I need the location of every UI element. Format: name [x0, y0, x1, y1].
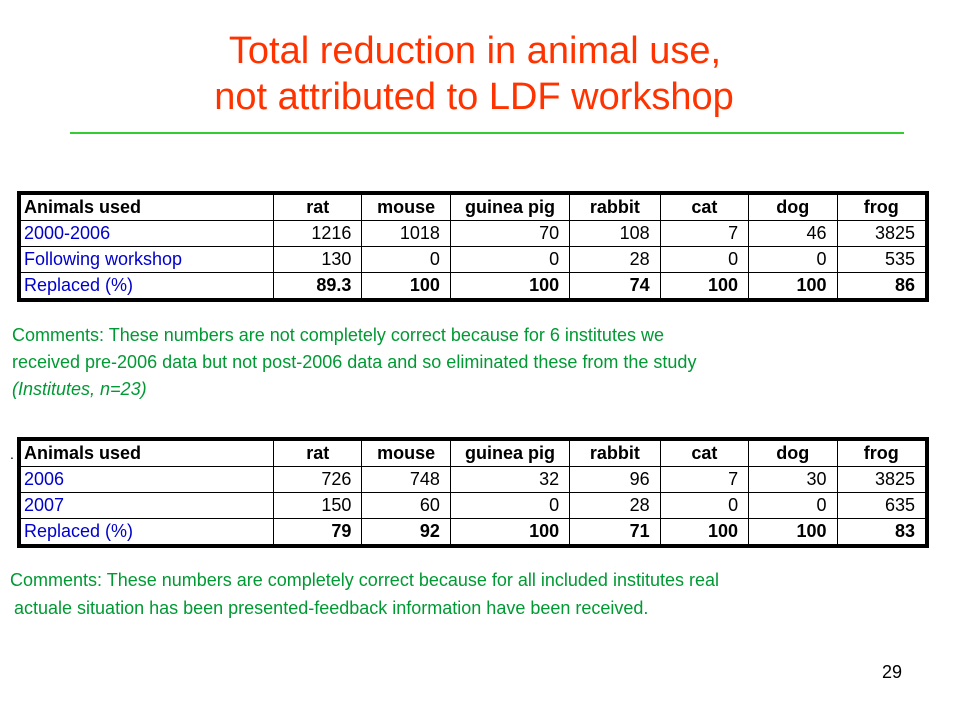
table-cell: 130 [272, 246, 363, 273]
header-cell: dog [748, 194, 838, 221]
table-cell: 86 [836, 272, 927, 299]
row-label: Replaced (%) [20, 272, 274, 299]
row-label: 2006 [20, 466, 274, 493]
table-row-replaced: Replaced (%) 79 92 100 71 100 100 83 [20, 518, 927, 545]
header-cell: guinea pig [449, 440, 571, 467]
table-cell: 635 [836, 492, 927, 519]
table-row: 2007 150 60 0 28 0 0 635 [20, 492, 927, 519]
table-cell: 7 [659, 220, 750, 247]
header-cell: Animals used [20, 440, 274, 467]
table-row: Following workshop 130 0 0 28 0 0 535 [20, 246, 927, 273]
row-label: Following workshop [20, 246, 274, 273]
slide-title-line-1: Total reduction in animal use, [228, 30, 722, 72]
table-header-row: Animals used rat mouse guinea pig rabbit… [20, 194, 927, 221]
header-cell: rat [272, 194, 363, 221]
table-cell: 28 [569, 492, 661, 519]
table-cell: 100 [449, 272, 571, 299]
comment-line: (Institutes, n=23) [12, 379, 147, 399]
slide-title-line-2: not attributed to LDF workshop [214, 76, 734, 118]
header-cell: cat [659, 440, 750, 467]
table-cell: 100 [748, 272, 838, 299]
page-number: 29 [881, 662, 902, 682]
header-cell: rabbit [569, 194, 661, 221]
table-cell: 96 [569, 466, 661, 493]
table-cell: 0 [659, 492, 750, 519]
table-cell: 1018 [361, 220, 451, 247]
table-cell: 108 [569, 220, 661, 247]
header-cell: mouse [361, 194, 451, 221]
comment-line: received pre-2006 data but not post-2006… [12, 352, 697, 372]
table-cell: 79 [272, 518, 363, 545]
table-cell: 0 [748, 492, 838, 519]
animal-use-table-2000-2006: Animals used rat mouse guinea pig rabbit… [17, 191, 929, 302]
table-header-row: Animals used rat mouse guinea pig rabbit… [20, 440, 927, 467]
table-cell: 7 [659, 466, 750, 493]
table-cell: 100 [659, 272, 750, 299]
table-cell: 71 [569, 518, 661, 545]
header-cell: Animals used [20, 194, 274, 221]
comment-incomplete-data: Comments: These numbers are not complete… [12, 322, 942, 403]
header-cell: frog [836, 194, 927, 221]
header-cell: guinea pig [449, 194, 571, 221]
table-cell: 100 [659, 518, 750, 545]
table-cell: 3825 [836, 466, 927, 493]
table-cell: 100 [449, 518, 571, 545]
row-label: Replaced (%) [20, 518, 274, 545]
comment-line: Comments: These numbers are completely c… [10, 570, 719, 590]
table-cell: 535 [836, 246, 927, 273]
table-cell: 89.3 [272, 272, 363, 299]
header-cell: rabbit [569, 440, 661, 467]
slide-title: Total reduction in animal use, not attri… [0, 28, 960, 120]
table-cell: 3825 [836, 220, 927, 247]
table-cell: 83 [836, 518, 927, 545]
table-cell: 46 [748, 220, 838, 247]
table-cell: 0 [449, 246, 571, 273]
row-label: 2007 [20, 492, 274, 519]
table-cell: 0 [659, 246, 750, 273]
header-cell: dog [748, 440, 838, 467]
table-cell: 1216 [272, 220, 363, 247]
table-cell: 0 [449, 492, 571, 519]
title-divider [70, 132, 904, 134]
table-row: 2000-2006 1216 1018 70 108 7 46 3825 [20, 220, 927, 247]
separator-dot: . [10, 446, 14, 462]
table-cell: 70 [449, 220, 571, 247]
table-cell: 150 [272, 492, 363, 519]
animal-use-table-2006-2007: Animals used rat mouse guinea pig rabbit… [17, 437, 929, 548]
table-cell: 726 [272, 466, 363, 493]
table-cell: 748 [361, 466, 451, 493]
table-cell: 28 [569, 246, 661, 273]
comment-complete-data: Comments: These numbers are completely c… [10, 566, 955, 622]
table-row: 2006 726 748 32 96 7 30 3825 [20, 466, 927, 493]
comment-line: Comments: These numbers are not complete… [12, 325, 664, 345]
table-cell: 0 [748, 246, 838, 273]
row-label: 2000-2006 [20, 220, 274, 247]
table-cell: 60 [361, 492, 451, 519]
header-cell: mouse [361, 440, 451, 467]
table-cell: 30 [748, 466, 838, 493]
table-cell: 74 [569, 272, 661, 299]
table-cell: 100 [361, 272, 451, 299]
table-cell: 92 [361, 518, 451, 545]
table-cell: 32 [449, 466, 571, 493]
header-cell: rat [272, 440, 363, 467]
comment-line: actuale situation has been presented-fee… [14, 598, 649, 618]
table-cell: 100 [748, 518, 838, 545]
header-cell: frog [836, 440, 927, 467]
table-row-replaced: Replaced (%) 89.3 100 100 74 100 100 86 [20, 272, 927, 299]
header-cell: cat [659, 194, 750, 221]
table-cell: 0 [361, 246, 451, 273]
